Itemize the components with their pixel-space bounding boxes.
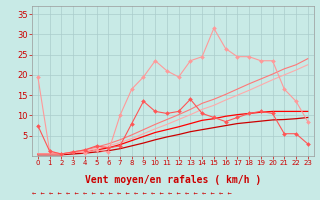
Text: Vent moyen/en rafales ( km/h ): Vent moyen/en rafales ( km/h ) [85, 175, 261, 185]
Text: ← ← ← ← ← ← ← ← ← ← ← ← ← ← ← ← ← ← ← ← ← ← ← ←: ← ← ← ← ← ← ← ← ← ← ← ← ← ← ← ← ← ← ← ← … [32, 190, 232, 196]
